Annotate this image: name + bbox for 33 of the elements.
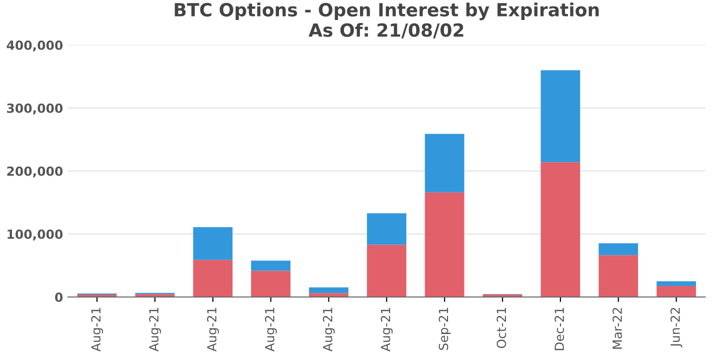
bar	[193, 227, 233, 260]
bar	[656, 281, 696, 286]
x-tick-label: Jun-22	[670, 308, 682, 348]
y-tick-label: 100,000	[8, 229, 63, 241]
x-tick-label: Aug-21	[322, 308, 335, 352]
bar	[424, 134, 464, 192]
bar	[598, 243, 638, 256]
bar	[366, 244, 406, 297]
y-tick-label: 300,000	[7, 103, 63, 115]
bar	[309, 293, 348, 297]
x-tick-label: Aug-21	[149, 308, 161, 352]
y-tick-label: 400,000	[6, 40, 63, 52]
chart-title: BTC Options - Open Interest by Expiration As Of: 21/08/02	[174, 2, 599, 38]
x-tick-label: Aug-21	[380, 308, 393, 352]
bar	[540, 162, 580, 297]
y-tick-label: 200,000	[7, 166, 63, 178]
bar	[251, 270, 290, 297]
x-tick-label: Aug-21	[207, 308, 219, 352]
x-tick-label: Oct-21	[496, 308, 506, 348]
bar	[251, 260, 290, 271]
bar	[193, 260, 233, 297]
x-tick-label: Aug-21	[264, 308, 277, 352]
bar	[598, 255, 638, 297]
x-tick-label: Sep-21	[438, 308, 451, 350]
bar	[309, 287, 348, 294]
bar	[366, 213, 406, 245]
x-tick-label: Dec-21	[554, 308, 564, 350]
x-tick-label: Aug-21	[91, 308, 104, 352]
bar	[540, 70, 580, 162]
x-tick-label: Mar-22	[612, 308, 622, 349]
bar	[656, 286, 696, 297]
bar	[424, 192, 464, 297]
y-tick-label: 0	[55, 292, 63, 302]
